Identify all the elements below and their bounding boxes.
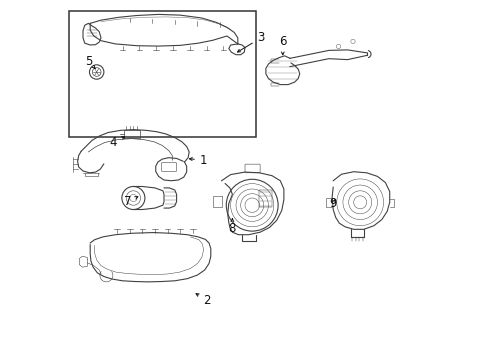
Text: 2: 2 (196, 294, 211, 307)
Text: 6: 6 (279, 35, 287, 55)
Text: 3: 3 (238, 31, 265, 52)
Text: 7: 7 (124, 195, 138, 208)
Text: 9: 9 (329, 197, 337, 210)
Text: 4: 4 (110, 136, 124, 149)
Text: 1: 1 (190, 154, 207, 167)
Text: 8: 8 (229, 219, 236, 235)
Bar (69, 11, 256, 137)
Text: 5: 5 (85, 55, 95, 68)
